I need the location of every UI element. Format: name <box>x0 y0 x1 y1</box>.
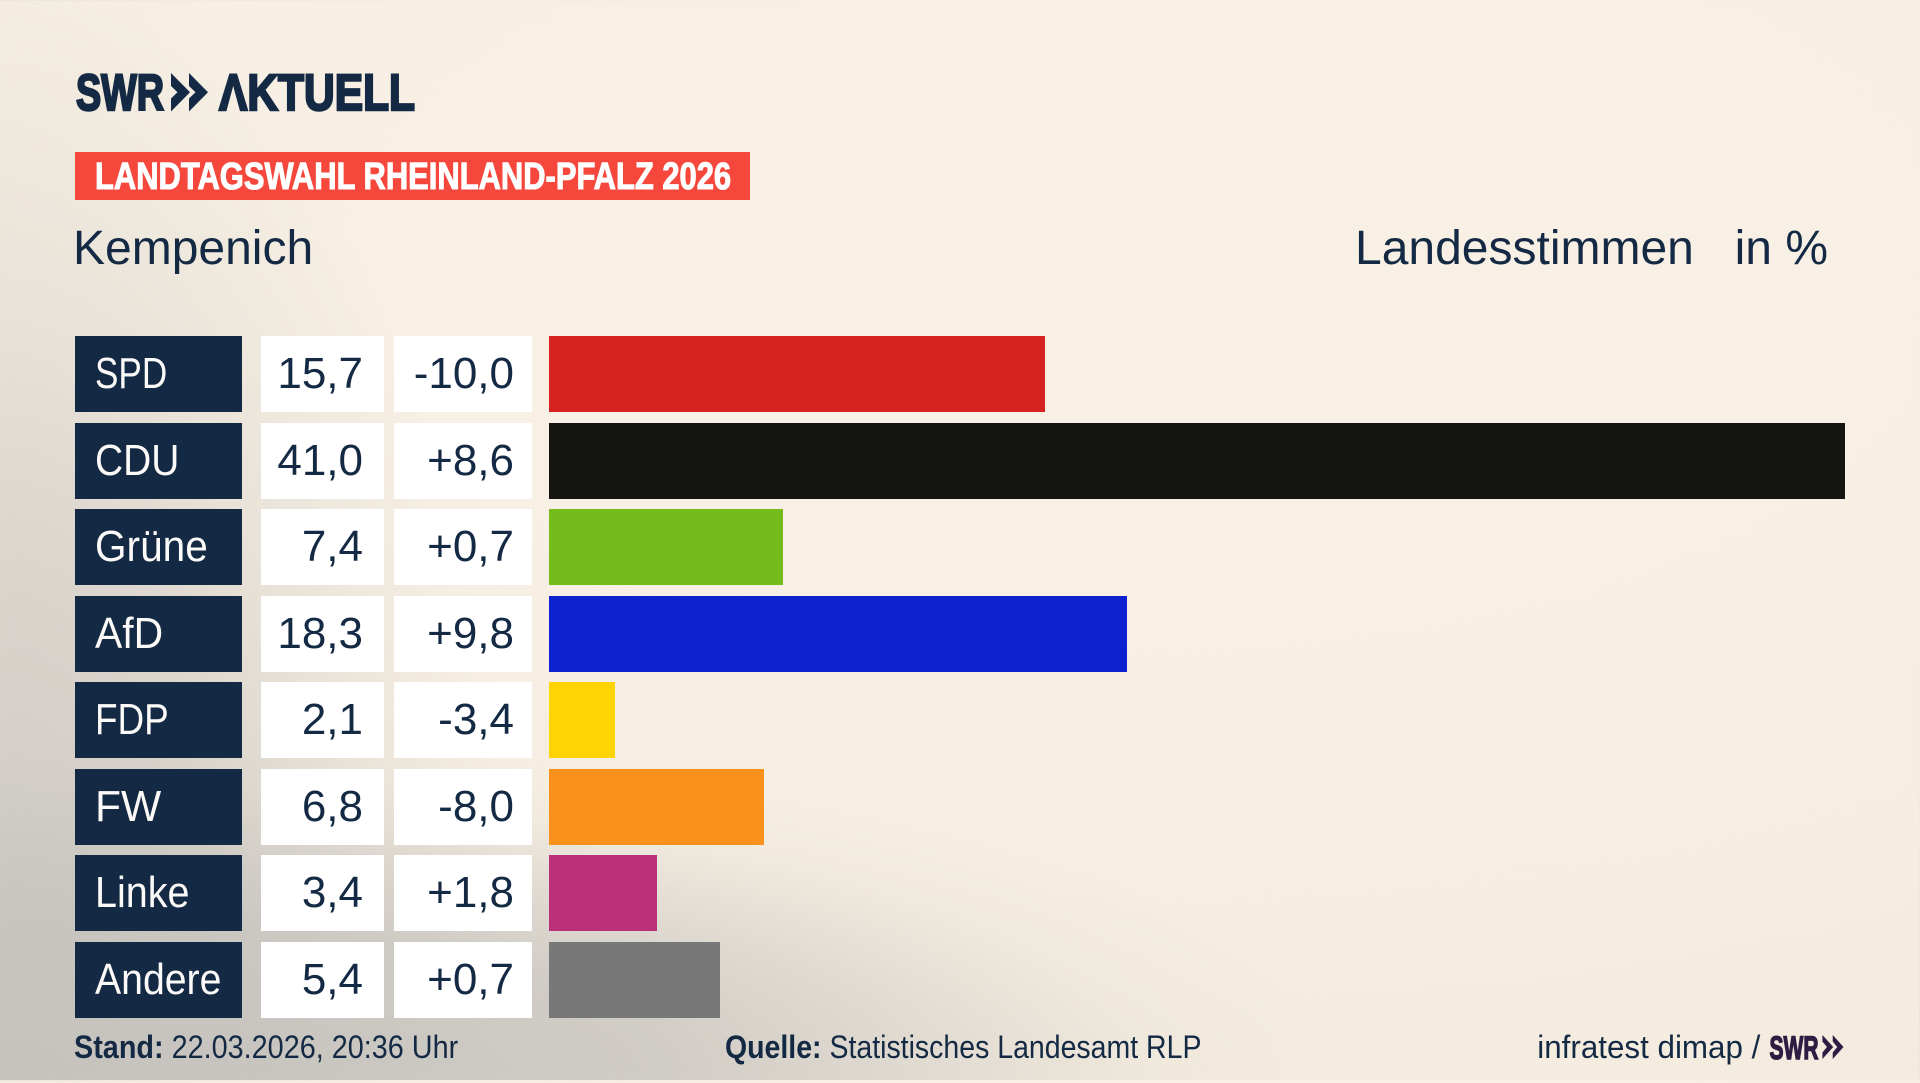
svg-text:SWR: SWR <box>76 64 164 120</box>
svg-text:ΛKTUELL: ΛKTUELL <box>219 64 415 120</box>
svg-text:SWR: SWR <box>1770 1033 1819 1066</box>
